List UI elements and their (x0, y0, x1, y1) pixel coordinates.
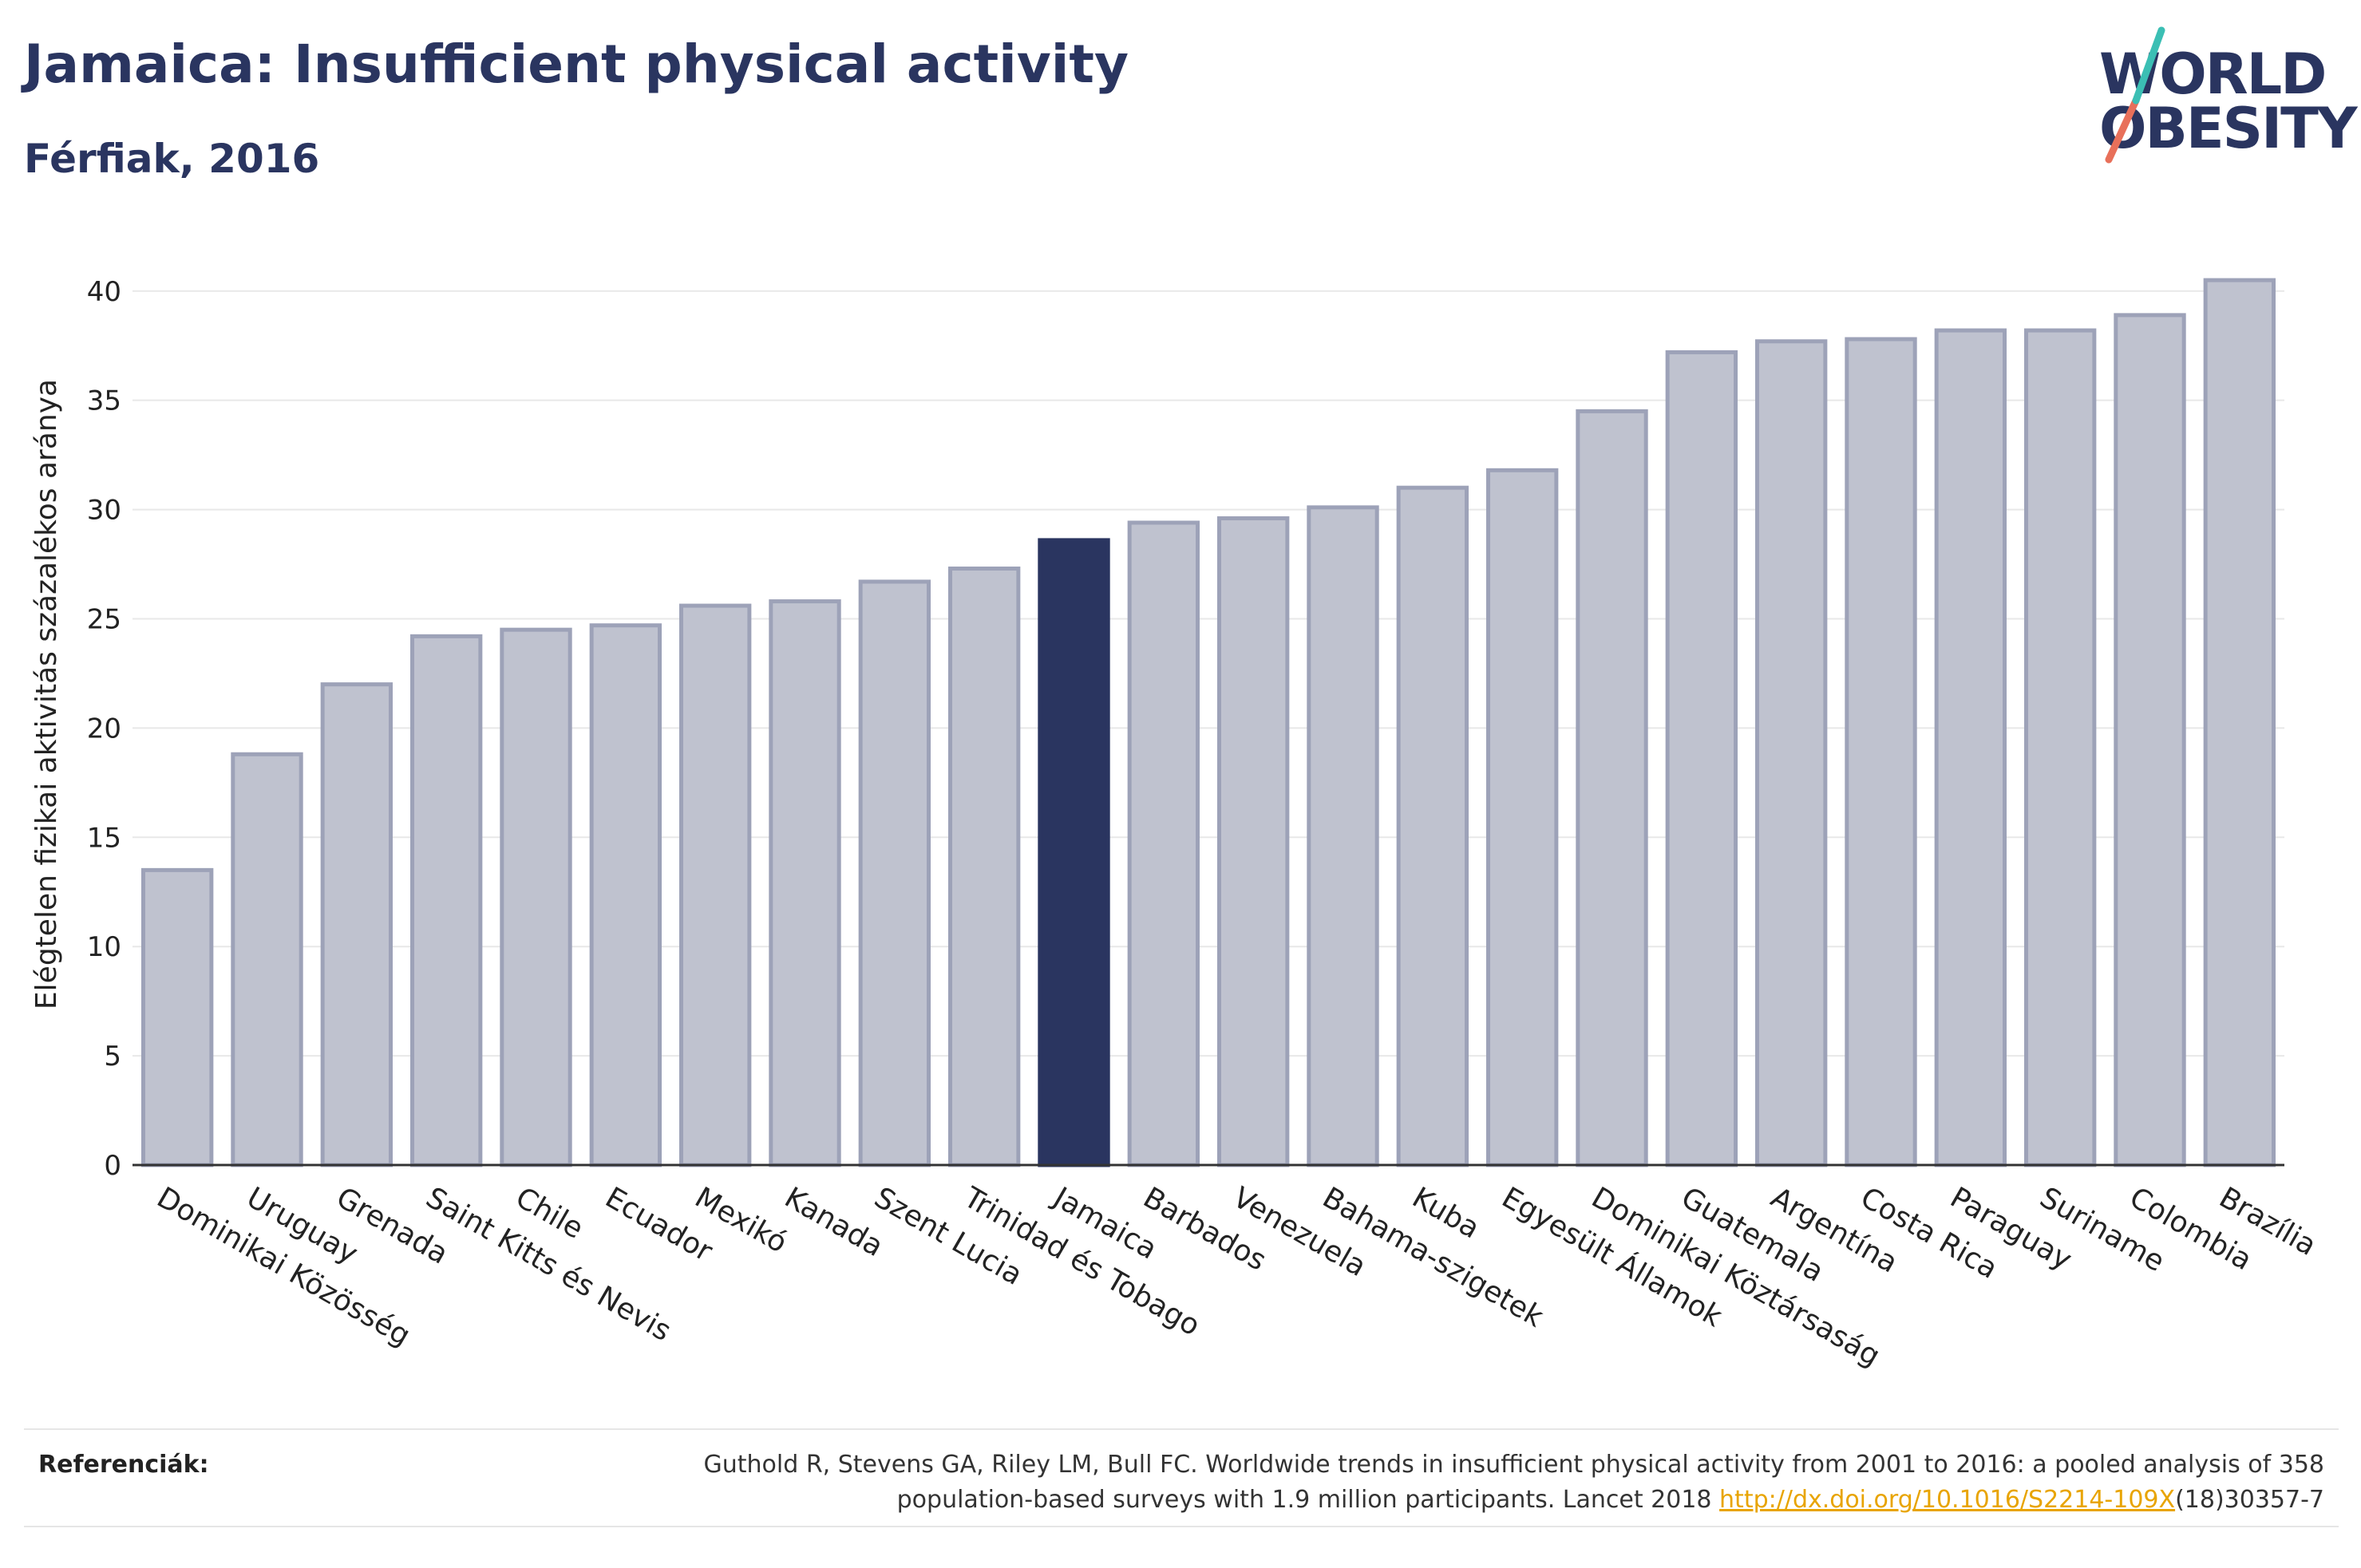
bar (678, 603, 752, 1167)
bar (1396, 485, 1469, 1167)
y-tick-label: 40 (87, 276, 121, 308)
references-top-divider (24, 1428, 2339, 1430)
y-axis-label: Elégtelen fizikai aktivitás százalékos a… (30, 379, 63, 1009)
references-doi-link[interactable]: http://dx.doi.org/10.1016/S2214-109X (1719, 1486, 2176, 1514)
logo-slash-coral (2105, 97, 2140, 164)
references-line-2-prefix: population-based surveys with 1.9 millio… (896, 1486, 1720, 1514)
references-text: Guthold R, Stevens GA, Riley LM, Bull FC… (488, 1448, 2324, 1518)
bar (2203, 278, 2276, 1167)
bar (589, 623, 662, 1167)
bar (1934, 328, 2007, 1167)
logo-word-obesity: OBESITY (2099, 96, 2358, 161)
bar (1845, 337, 1917, 1167)
bar (2114, 313, 2186, 1167)
bar-chart: 0 5 10 15 20 25 30 35 40 Dominikai KözösségUrugu… (30, 276, 2322, 1373)
logo-slash-icon (2105, 26, 2165, 164)
references-bottom-divider (24, 1526, 2339, 1527)
chart-subtitle: Férfiak, 2016 (24, 136, 320, 182)
bar (769, 599, 841, 1167)
y-tick-label: 5 (104, 1041, 121, 1072)
y-tick-label: 0 (104, 1150, 121, 1182)
bar (1307, 505, 1379, 1167)
y-tick-label: 10 (87, 931, 121, 963)
references-label: Referenciák: (38, 1451, 209, 1479)
bar (140, 867, 214, 1167)
logo-slash-teal (2132, 26, 2165, 105)
y-axis-ticks: 0 5 10 15 20 25 30 35 40 (87, 276, 121, 1182)
references-line-2: population-based surveys with 1.9 millio… (488, 1483, 2324, 1518)
y-tick-label: 30 (87, 495, 121, 527)
bar (1216, 516, 1290, 1167)
bars (132, 278, 2284, 1167)
y-tick-label: 25 (87, 603, 121, 635)
world-obesity-logo: WORLD OBESITY (2075, 24, 2358, 168)
bar (1576, 409, 1648, 1167)
bar (2023, 328, 2097, 1167)
bar (1665, 350, 1738, 1167)
bar (231, 752, 303, 1167)
chart-title: Jamaica: Insufficient physical activity (24, 34, 1129, 95)
references-line-2-suffix: (18)30357-7 (2175, 1486, 2324, 1514)
bar (320, 682, 394, 1167)
bar (500, 627, 572, 1167)
x-tick-label: Kanada (779, 1181, 888, 1263)
y-tick-label: 20 (87, 713, 121, 745)
references-line-1: Guthold R, Stevens GA, Riley LM, Bull FC… (703, 1451, 2324, 1479)
y-tick-label: 15 (87, 822, 121, 854)
bar (1127, 520, 1200, 1167)
bar (947, 567, 1021, 1167)
bar-highlighted (1038, 538, 1110, 1167)
bar (858, 579, 931, 1167)
bar (409, 634, 483, 1167)
y-tick-label: 35 (87, 385, 121, 417)
bar (1485, 468, 1559, 1167)
bar (1754, 339, 1828, 1167)
